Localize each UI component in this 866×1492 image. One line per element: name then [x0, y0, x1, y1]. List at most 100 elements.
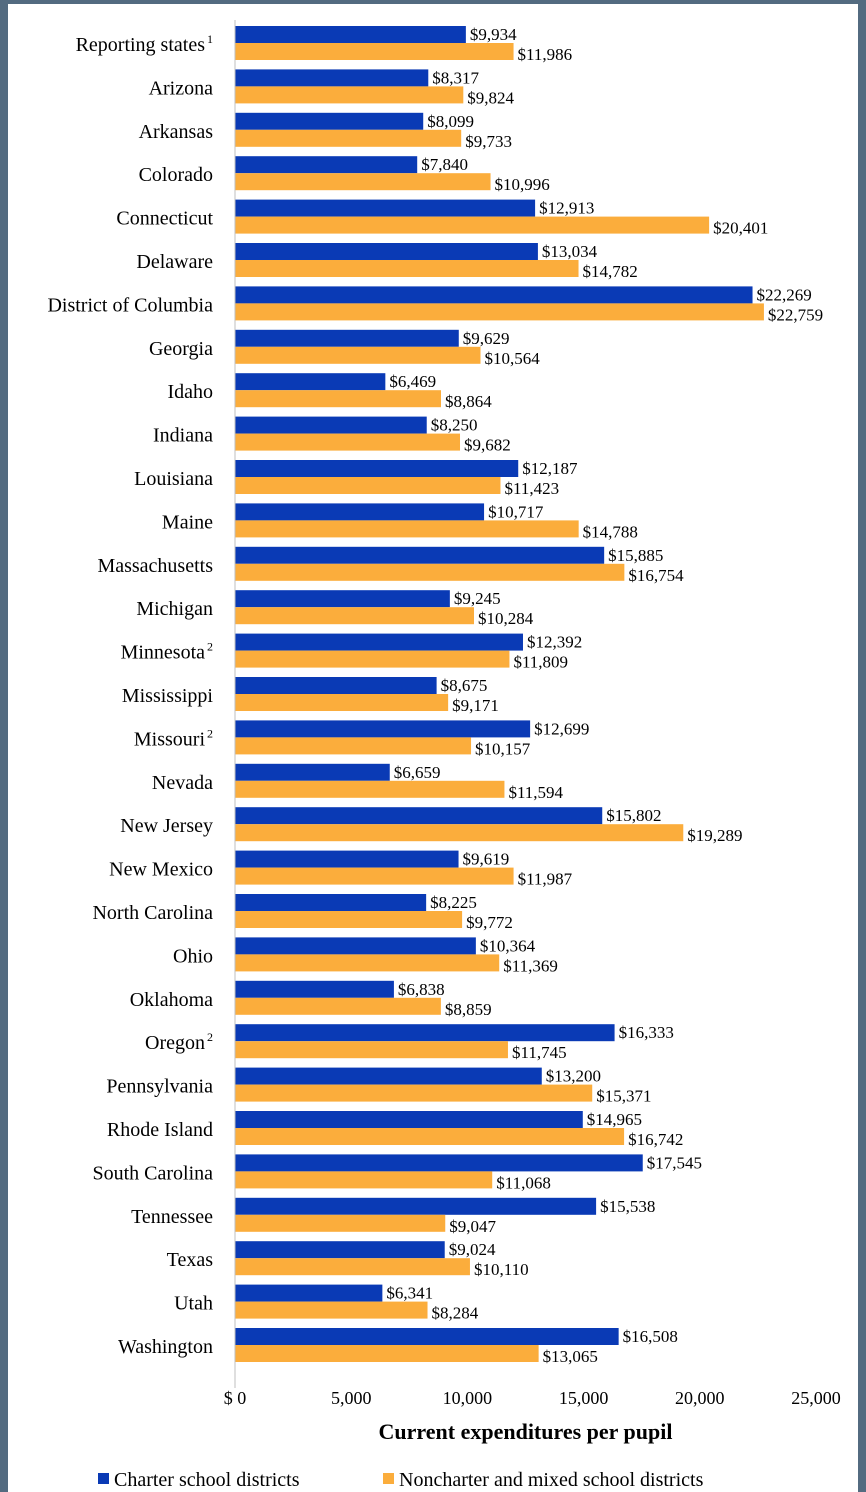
value-label-noncharter: $11,068 [496, 1173, 551, 1192]
category-label: Nevada [152, 772, 213, 794]
category-label: Idaho [167, 381, 213, 403]
bar-charter [235, 1067, 542, 1085]
value-label-noncharter: $16,742 [628, 1130, 683, 1149]
category-name: Georgia [149, 338, 213, 360]
bar-noncharter [235, 650, 510, 668]
bar-charter [235, 590, 450, 608]
value-label-noncharter: $8,864 [445, 392, 492, 411]
footnote-marker: 1 [207, 32, 213, 46]
value-label-charter: $12,699 [534, 719, 589, 738]
value-label-charter: $8,317 [432, 68, 479, 87]
x-tick-label: $ 0 [224, 1388, 247, 1408]
bar-noncharter [235, 346, 481, 364]
bar-noncharter [235, 1171, 493, 1189]
footnote-marker: 2 [207, 640, 213, 654]
x-tick-label: 15,000 [559, 1388, 609, 1408]
value-label-charter: $9,024 [449, 1240, 496, 1259]
bar-charter [235, 1154, 643, 1172]
category-label: Minnesota 2 [121, 640, 213, 664]
value-label-noncharter: $13,065 [543, 1347, 598, 1366]
category-name: Minnesota [121, 642, 206, 664]
value-label-noncharter: $15,371 [596, 1087, 651, 1106]
value-label-noncharter: $10,564 [485, 349, 541, 368]
bar-charter [235, 460, 519, 477]
bar-charter [235, 503, 485, 521]
bar-noncharter [235, 867, 514, 885]
category-label: Missouri 2 [134, 726, 213, 750]
bar-noncharter [235, 303, 764, 321]
bar-charter [235, 1241, 445, 1259]
value-label-charter: $10,364 [480, 936, 536, 955]
category-label: Oregon 2 [145, 1030, 213, 1054]
bar-noncharter [235, 1345, 539, 1362]
value-label-noncharter: $11,986 [518, 45, 573, 64]
category-label: Texas [167, 1249, 214, 1271]
value-label-noncharter: $11,594 [508, 783, 563, 802]
category-name: Mississippi [122, 685, 214, 707]
bar-noncharter [235, 43, 514, 60]
category-name: Massachusetts [97, 555, 213, 577]
category-name: North Carolina [92, 902, 213, 924]
category-name: Tennessee [131, 1206, 213, 1228]
value-label-charter: $15,538 [600, 1197, 655, 1216]
category-name: Missouri [134, 728, 206, 750]
category-name: Washington [118, 1336, 213, 1358]
bar-charter [235, 1197, 597, 1215]
category-name: Nevada [152, 772, 213, 794]
category-label: North Carolina [92, 902, 213, 924]
category-name: New Mexico [109, 859, 213, 881]
value-label-noncharter: $22,759 [768, 305, 823, 324]
x-tick-label: 5,000 [331, 1388, 372, 1408]
value-label-charter: $12,392 [527, 633, 582, 652]
value-label-noncharter: $16,754 [628, 566, 684, 585]
bar-noncharter [235, 694, 449, 711]
value-label-noncharter: $9,047 [449, 1217, 496, 1236]
bar-charter [235, 26, 466, 43]
category-label: Ohio [173, 945, 213, 967]
bar-charter [235, 763, 390, 781]
bar-charter [235, 199, 536, 217]
category-name: Connecticut [116, 208, 213, 230]
x-tick-label: 10,000 [443, 1388, 493, 1408]
bar-noncharter [235, 780, 505, 798]
value-label-charter: $15,802 [606, 806, 661, 825]
bar-noncharter [235, 997, 441, 1015]
value-label-charter: $6,659 [394, 763, 441, 782]
bar-noncharter [235, 824, 684, 842]
bar-noncharter [235, 954, 500, 972]
bar-charter [235, 807, 603, 825]
value-label-noncharter: $11,423 [504, 479, 559, 498]
value-label-noncharter: $10,996 [495, 175, 550, 194]
value-label-noncharter: $8,859 [445, 1000, 492, 1019]
value-label-noncharter: $9,733 [465, 132, 512, 151]
category-name: Utah [174, 1293, 213, 1315]
value-label-charter: $9,245 [454, 589, 501, 608]
bar-charter [235, 546, 605, 564]
bar-noncharter [235, 216, 710, 234]
value-label-charter: $16,333 [619, 1023, 674, 1042]
bar-noncharter [235, 129, 462, 147]
category-label: Oklahoma [130, 989, 213, 1011]
category-label: Arkansas [139, 121, 214, 143]
value-label-charter: $8,675 [441, 676, 488, 695]
bar-noncharter [235, 477, 501, 494]
value-label-charter: $22,269 [757, 285, 812, 304]
category-name: New Jersey [120, 815, 213, 837]
bars-layer [235, 26, 764, 1362]
value-label-noncharter: $9,772 [466, 913, 513, 932]
category-label: Colorado [139, 164, 213, 186]
category-name: Ohio [173, 945, 213, 967]
value-label-noncharter: $9,682 [464, 436, 511, 455]
category-label: Michigan [136, 598, 213, 620]
category-name: South Carolina [92, 1162, 213, 1184]
bar-noncharter [235, 173, 491, 191]
bar-noncharter [235, 260, 579, 277]
category-label: Georgia [149, 338, 213, 360]
category-label: Louisiana [134, 468, 213, 490]
category-label: Indiana [153, 425, 213, 447]
category-label: New Mexico [109, 859, 213, 881]
value-label-noncharter: $14,788 [583, 522, 638, 541]
x-axis-ticks: $ 0 5,000 10,000 15,000 20,000 25,000 [224, 1388, 841, 1408]
category-label: Utah [174, 1293, 213, 1315]
value-label-charter: $6,469 [389, 372, 436, 391]
